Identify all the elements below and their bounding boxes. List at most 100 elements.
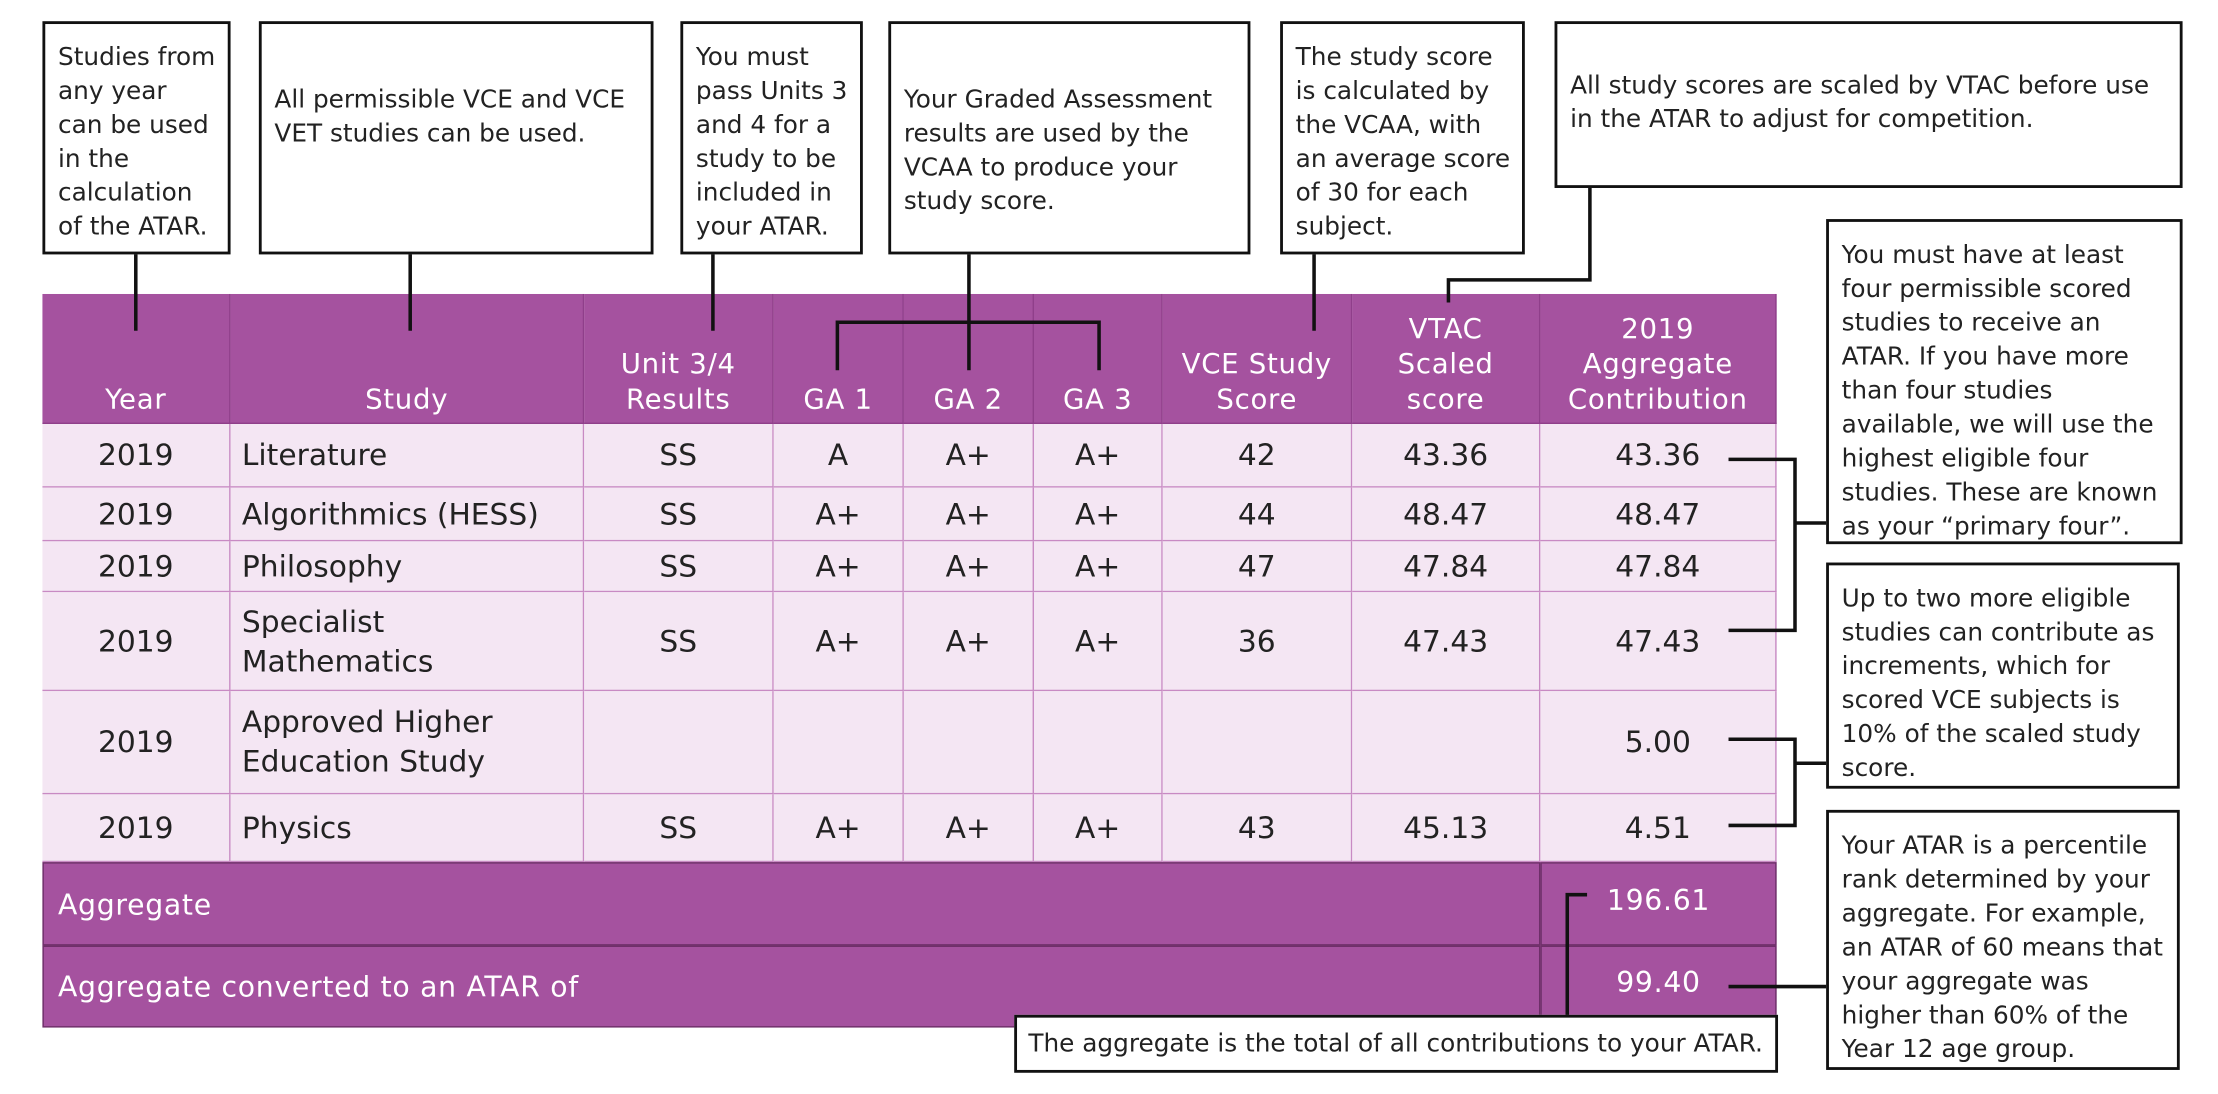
text: GA 1	[803, 383, 873, 416]
table-cell: A+	[773, 487, 904, 542]
table-cell: 2019	[42, 541, 231, 593]
text: 2019	[97, 496, 174, 531]
text: 43	[1237, 810, 1276, 845]
header-cell: Unit 3/4 Results	[584, 293, 774, 425]
text: 44	[1237, 496, 1276, 531]
text: VTAC Scaled score	[1397, 312, 1494, 416]
text: A+	[1075, 496, 1121, 531]
table-cell: 45.13	[1352, 794, 1541, 863]
text: Literature	[241, 438, 388, 473]
table-cell: A+	[1033, 424, 1163, 488]
summary-value: 99.40	[1540, 945, 1777, 1028]
table-cell: 47	[1162, 541, 1353, 593]
callout: Up to two more eligible studies can cont…	[1826, 562, 2180, 789]
callout: Your Graded Assessment results are used …	[888, 21, 1251, 255]
table-cell: A+	[903, 592, 1034, 692]
text: Specialist Mathematics	[241, 604, 434, 678]
text: 2019	[97, 725, 174, 759]
text: 47.84	[1403, 549, 1489, 584]
table-cell: A+	[903, 794, 1034, 863]
table-cell: 5.00	[1540, 691, 1777, 795]
callout: The aggregate is the total of all contri…	[1014, 1014, 1779, 1073]
text: 48.47	[1403, 496, 1489, 531]
callout: Studies from any year can be used in the…	[42, 21, 231, 255]
text: Physics	[241, 810, 352, 845]
text: 2019	[97, 549, 174, 584]
table-cell: 43.36	[1352, 424, 1541, 488]
callout: Your ATAR is a percentile rank determine…	[1826, 809, 2180, 1070]
text: SS	[659, 549, 698, 584]
text: Unit 3/4 Results	[620, 347, 736, 416]
text: A+	[815, 496, 861, 531]
table-cell: A+	[1033, 592, 1163, 692]
table-cell: 47.84	[1540, 541, 1777, 593]
text: VCE Study Score	[1181, 347, 1332, 416]
table-cell: A+	[903, 424, 1034, 488]
text: 5.00	[1624, 725, 1691, 759]
table-cell: 44	[1162, 487, 1353, 542]
text: A+	[815, 810, 861, 845]
table-cell: 4.51	[1540, 794, 1777, 863]
text: 2019	[97, 438, 174, 473]
table-cell: SS	[584, 541, 774, 593]
text: A+	[945, 810, 991, 845]
text: Aggregate	[57, 886, 212, 921]
table-cell: 47.43	[1540, 592, 1777, 692]
text: A+	[945, 549, 991, 584]
table-cell: 47.43	[1352, 592, 1541, 692]
connector	[1446, 187, 1592, 303]
text: You must pass Units 3 and 4 for a study …	[695, 43, 848, 242]
connector	[1565, 892, 1588, 1015]
table-cell: 43.36	[1540, 424, 1777, 488]
table-cell: 43	[1162, 794, 1353, 863]
table-cell: Specialist Mathematics	[230, 592, 585, 692]
text: 48.47	[1615, 496, 1701, 531]
text: 43.36	[1403, 438, 1489, 473]
table-cell: A	[773, 424, 904, 488]
text: The study score is calculated by the VCA…	[1295, 43, 1511, 242]
table-cell	[903, 691, 1034, 795]
table-cell	[1033, 691, 1163, 795]
table-cell: 47.84	[1352, 541, 1541, 593]
text: Study	[365, 383, 449, 416]
table-cell: 2019	[42, 794, 231, 863]
text: 36	[1237, 624, 1276, 658]
callout: You must have at least four permissible …	[1826, 219, 2183, 545]
table-cell: Approved Higher Education Study	[230, 691, 585, 795]
text: A+	[1075, 438, 1121, 473]
table-cell: A+	[903, 487, 1034, 542]
text: A+	[1075, 810, 1121, 845]
table-cell	[1352, 691, 1541, 795]
header-cell: VCE Study Score	[1162, 293, 1353, 425]
text: 2019	[97, 624, 174, 658]
text: The aggregate is the total of all contri…	[1028, 1029, 1763, 1058]
text: Your ATAR is a percentile rank determine…	[1841, 832, 2163, 1065]
text: A+	[945, 624, 991, 658]
connector	[1728, 737, 1797, 828]
text: 47	[1237, 549, 1276, 584]
table-cell: 48.47	[1540, 487, 1777, 542]
table-cell: A+	[773, 794, 904, 863]
connector	[835, 320, 1101, 371]
table-cell	[1162, 691, 1353, 795]
table-cell: 2019	[42, 691, 231, 795]
table-cell: SS	[584, 424, 774, 488]
text: A+	[945, 496, 991, 531]
text: GA 3	[1062, 383, 1133, 416]
table-cell	[584, 691, 774, 795]
header-cell: VTAC Scaled score	[1352, 293, 1541, 425]
table-cell: SS	[584, 487, 774, 542]
text: You must have at least four permissible …	[1841, 241, 2158, 542]
text: 4.51	[1624, 810, 1691, 845]
text: Aggregate converted to an ATAR of	[57, 969, 579, 1004]
text: 196.61	[1606, 882, 1711, 917]
header-cell: 2019 Aggregate Contribution	[1540, 293, 1777, 425]
text: 47.84	[1615, 549, 1701, 584]
table-cell: Algorithmics (HESS)	[230, 487, 585, 542]
table-cell: 2019	[42, 424, 231, 488]
text: 2019	[97, 810, 174, 845]
table-cell: Philosophy	[230, 541, 585, 593]
table-cell: A+	[903, 541, 1034, 593]
table-cell: SS	[584, 794, 774, 863]
text: SS	[659, 624, 698, 658]
